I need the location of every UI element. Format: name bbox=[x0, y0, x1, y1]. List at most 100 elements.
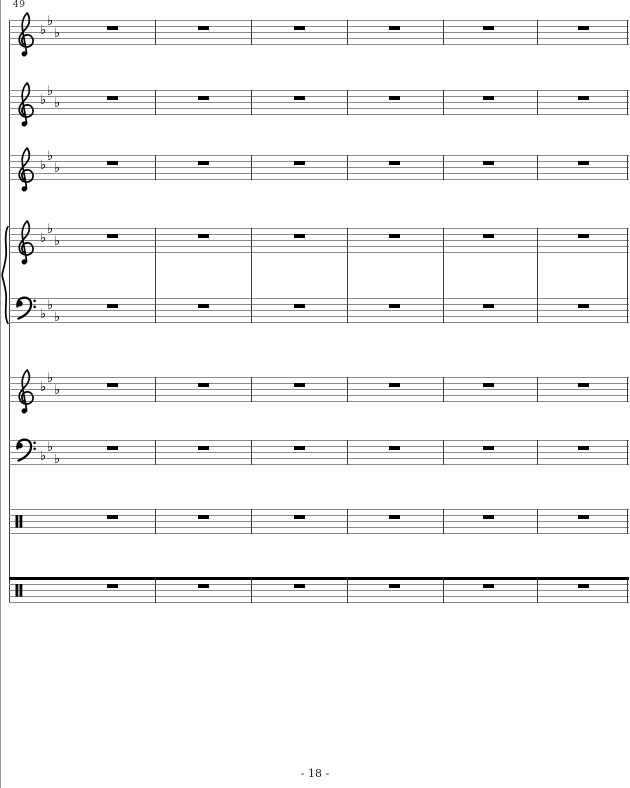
whole-rest bbox=[388, 234, 400, 238]
whole-rest bbox=[293, 383, 305, 387]
barline bbox=[443, 90, 444, 115]
staff-line bbox=[9, 310, 629, 311]
whole-rest bbox=[482, 304, 494, 308]
staff-line bbox=[9, 533, 629, 534]
staff-line bbox=[9, 26, 629, 27]
whole-rest bbox=[577, 234, 589, 238]
flat-sign: ♭ bbox=[47, 84, 54, 99]
staff-line bbox=[9, 20, 629, 21]
whole-rest bbox=[577, 26, 589, 30]
barline bbox=[443, 155, 444, 180]
final-barline bbox=[627, 509, 628, 534]
flat-sign: ♭ bbox=[47, 440, 54, 455]
barline bbox=[251, 228, 252, 323]
whole-rest bbox=[482, 96, 494, 100]
whole-rest bbox=[106, 26, 118, 30]
barline bbox=[537, 509, 538, 534]
barline bbox=[155, 228, 156, 323]
whole-rest bbox=[482, 446, 494, 450]
treble-clef-icon bbox=[14, 80, 36, 128]
whole-rest bbox=[293, 304, 305, 308]
barline bbox=[155, 578, 156, 603]
whole-rest bbox=[293, 96, 305, 100]
whole-rest bbox=[197, 584, 209, 588]
barline bbox=[347, 578, 348, 603]
staff-line bbox=[9, 440, 629, 441]
final-barline bbox=[627, 578, 628, 603]
whole-rest bbox=[197, 304, 209, 308]
staff-line bbox=[9, 458, 629, 459]
flat-sign: ♭ bbox=[54, 234, 61, 249]
staff-line bbox=[9, 316, 629, 317]
whole-rest bbox=[197, 446, 209, 450]
staff-line bbox=[9, 395, 629, 396]
staff-line bbox=[9, 298, 629, 299]
whole-rest bbox=[293, 584, 305, 588]
whole-rest bbox=[388, 161, 400, 165]
flat-sign: ♭ bbox=[54, 452, 61, 467]
barline bbox=[443, 440, 444, 465]
staff-line bbox=[9, 102, 629, 103]
barline bbox=[155, 440, 156, 465]
page-number: - 18 - bbox=[300, 767, 330, 780]
whole-rest bbox=[482, 161, 494, 165]
staff-line bbox=[9, 155, 629, 156]
whole-rest bbox=[482, 584, 494, 588]
flat-sign: ♭ bbox=[40, 23, 47, 38]
staff-line bbox=[9, 90, 629, 91]
staff-line bbox=[9, 108, 629, 109]
barline bbox=[251, 440, 252, 465]
barline bbox=[537, 228, 538, 323]
whole-rest bbox=[197, 515, 209, 519]
whole-rest bbox=[577, 584, 589, 588]
flat-sign: ♭ bbox=[47, 14, 54, 29]
flat-sign: ♭ bbox=[40, 449, 47, 464]
whole-rest bbox=[106, 304, 118, 308]
barline bbox=[537, 377, 538, 402]
whole-rest bbox=[106, 161, 118, 165]
staff-line bbox=[9, 602, 629, 603]
whole-rest bbox=[293, 26, 305, 30]
whole-rest bbox=[482, 26, 494, 30]
barline bbox=[251, 20, 252, 45]
barline bbox=[251, 90, 252, 115]
barline bbox=[443, 578, 444, 603]
flat-sign: ♭ bbox=[40, 93, 47, 108]
flat-sign: ♭ bbox=[54, 161, 61, 176]
staff-line bbox=[9, 383, 629, 384]
staff-line bbox=[9, 389, 629, 390]
staff-line bbox=[9, 515, 629, 516]
whole-rest bbox=[388, 584, 400, 588]
staff-line bbox=[9, 32, 629, 33]
barline bbox=[347, 228, 348, 323]
whole-rest bbox=[482, 383, 494, 387]
flat-sign: ♭ bbox=[54, 310, 61, 325]
staff-line bbox=[9, 96, 629, 97]
barline bbox=[443, 509, 444, 534]
treble-clef-icon bbox=[14, 367, 36, 415]
flat-sign: ♭ bbox=[47, 298, 54, 313]
barline bbox=[347, 440, 348, 465]
final-barline bbox=[627, 155, 628, 180]
whole-rest bbox=[482, 515, 494, 519]
staff-line bbox=[9, 464, 629, 465]
whole-rest bbox=[106, 383, 118, 387]
measure-number: 49 bbox=[13, 0, 26, 10]
staff-line bbox=[9, 173, 629, 174]
whole-rest bbox=[293, 234, 305, 238]
whole-rest bbox=[388, 96, 400, 100]
whole-rest bbox=[577, 161, 589, 165]
barline bbox=[155, 20, 156, 45]
whole-rest bbox=[577, 383, 589, 387]
whole-rest bbox=[293, 515, 305, 519]
whole-rest bbox=[293, 446, 305, 450]
staff-line bbox=[9, 240, 629, 241]
flat-sign: ♭ bbox=[47, 371, 54, 386]
whole-rest bbox=[388, 446, 400, 450]
staff-line bbox=[9, 584, 629, 585]
barline bbox=[155, 155, 156, 180]
barline bbox=[537, 578, 538, 603]
flat-sign: ♭ bbox=[40, 307, 47, 322]
final-barline bbox=[627, 20, 628, 45]
flat-sign: ♭ bbox=[47, 222, 54, 237]
